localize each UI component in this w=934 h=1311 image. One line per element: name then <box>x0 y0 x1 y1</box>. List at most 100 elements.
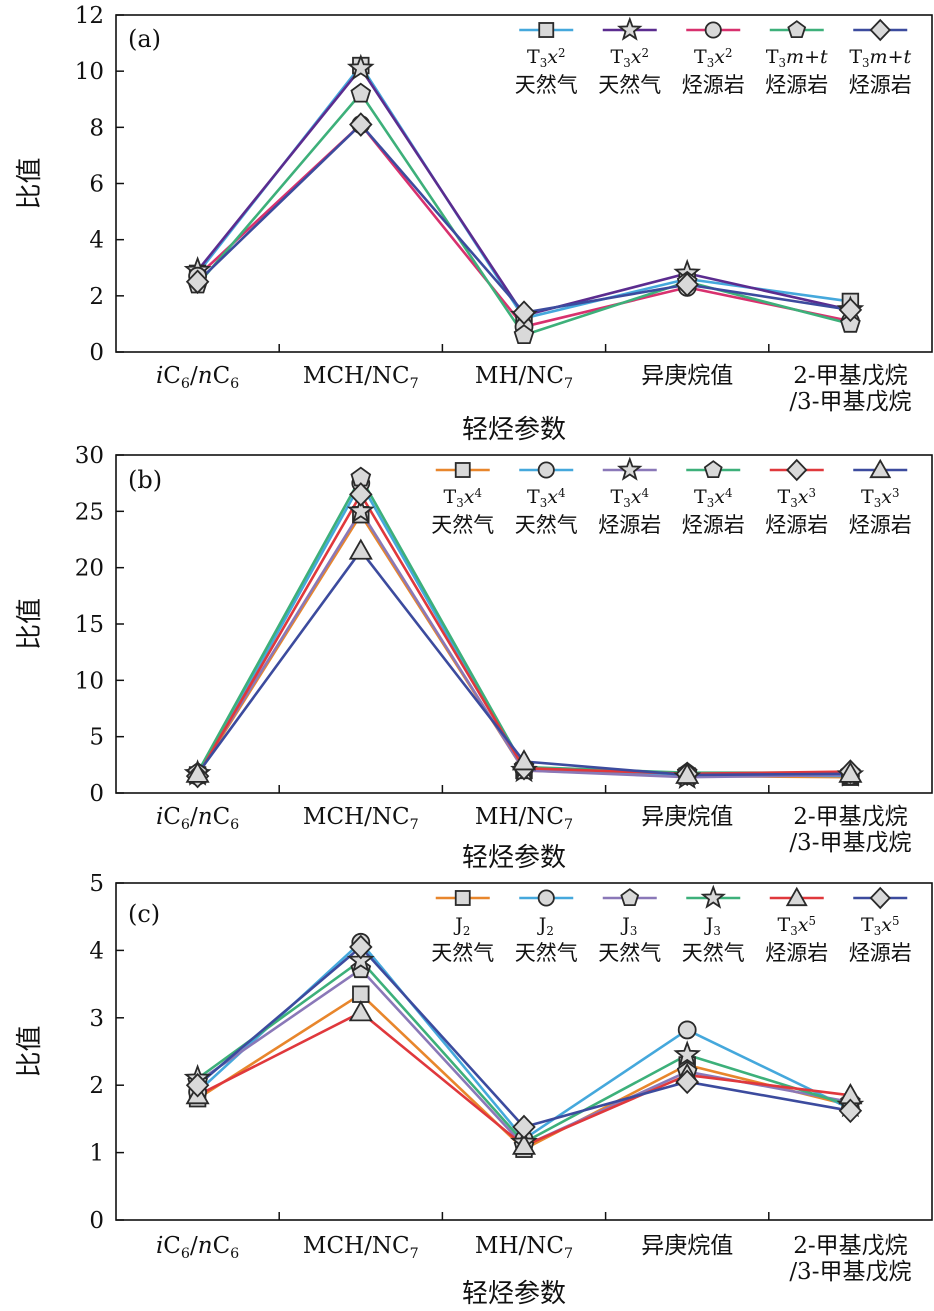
legend-label-top-part: T <box>778 486 791 508</box>
legend-marker <box>620 888 640 906</box>
data-point-s4-2 <box>346 945 375 973</box>
y-tick-label: 4 <box>89 228 104 254</box>
x-tick-label: MH/NC7 <box>475 1233 573 1262</box>
legend-label-top-part: x <box>798 486 809 508</box>
data-point-s6-2 <box>348 538 373 560</box>
x-tick-label: 2-甲基戊烷 <box>793 804 907 830</box>
series-line-6 <box>196 549 851 777</box>
legend-marker <box>786 458 808 482</box>
legend-label-top: T3x5 <box>861 914 899 939</box>
x-tick-label: MH/NC7 <box>475 804 573 833</box>
legend-label-top-part: 3 <box>540 56 548 70</box>
data-point-s5-4 <box>675 272 699 297</box>
legend-label-top-part: x <box>798 914 809 936</box>
x-tick-label: iC6/nC6 <box>156 363 239 392</box>
legend-label-top-part: 3 <box>790 496 798 510</box>
x-tick-label-part: /3-甲基戊烷 <box>789 389 911 415</box>
data-point-s1-2 <box>352 985 370 1003</box>
x-axis-label: 轻烃参数 <box>462 843 566 873</box>
legend-label-top-part: 3 <box>456 496 464 510</box>
legend-label-bottom: 烃源岩 <box>765 73 828 97</box>
x-tick-label: /3-甲基戊烷 <box>789 830 911 856</box>
legend-item-4: T3m+t 烃源岩 <box>765 20 828 97</box>
legend-marker <box>704 21 722 39</box>
legend-label-top-part: 3 <box>707 56 715 70</box>
legend-label-top-part: T <box>778 914 791 936</box>
y-tick-label: 20 <box>75 556 104 582</box>
x-tick-label-part: C <box>163 804 181 830</box>
legend-label-top-part: 2 <box>558 46 566 60</box>
x-tick-label-part: 异庚烷值 <box>641 1233 733 1259</box>
legend-marker <box>869 18 891 42</box>
legend-label-top-part: 4 <box>641 486 649 500</box>
legend-label-top-part: m+t <box>870 46 912 68</box>
legend-item-1: J2 天然气 <box>431 890 494 965</box>
data-point-s6-1 <box>185 1072 210 1098</box>
y-tick-label: 12 <box>75 3 104 29</box>
legend-label-top-part: 4 <box>558 486 566 500</box>
legend-label-top: J2 <box>453 914 470 938</box>
legend-label-top-part: x <box>714 486 725 508</box>
legend-label-top: J3 <box>620 914 637 938</box>
x-tick-label: 异庚烷值 <box>641 1233 733 1259</box>
legend-label-top-part: J <box>704 914 714 936</box>
series-line-2 <box>196 67 851 317</box>
legend-label-bottom: 烃源岩 <box>598 513 661 537</box>
y-tick-label: 0 <box>89 781 104 807</box>
plot-frame <box>115 454 933 794</box>
legend-label-top-part: T <box>527 46 540 68</box>
legend-label-top: T3m+t <box>849 46 911 70</box>
legend-label-top-part: m+t <box>786 46 828 68</box>
legend-label-top: J3 <box>704 914 721 938</box>
legend-label-top-part: J <box>537 914 547 936</box>
legend-label-top-part: 3 <box>623 496 631 510</box>
legend-item-4: J3 天然气 <box>682 884 745 965</box>
data-point-s5-2 <box>348 1000 373 1022</box>
x-tick-label: MCH/NC7 <box>303 363 419 392</box>
legend-label-bottom: 烃源岩 <box>849 513 912 537</box>
legend-item-5: T3m+t 烃源岩 <box>849 18 912 97</box>
x-tick-label-part: i <box>156 1233 163 1259</box>
x-tick-label-part: MCH/NC <box>303 1233 410 1259</box>
plot-frame <box>115 882 933 1221</box>
legend-label-top-part: x <box>881 914 892 936</box>
x-tick-label: MCH/NC7 <box>303 1233 419 1262</box>
legend-label-top-part: T <box>861 486 874 508</box>
data-point-s5-3 <box>511 1133 537 1155</box>
legend-label-top: T3m+t <box>766 46 828 70</box>
legend-label-bottom: 天然气 <box>598 73 661 97</box>
legend-marker <box>454 890 471 906</box>
legend-label-top-part: 5 <box>808 914 816 928</box>
legend-label-top-part: 3 <box>862 56 870 70</box>
legend-label-top-part: 3 <box>874 924 882 938</box>
legend-label-top-part: x <box>464 486 475 508</box>
legend-label-bottom: 天然气 <box>431 513 494 537</box>
x-tick-label-part: 7 <box>410 1246 419 1262</box>
data-point-s3-2 <box>346 496 375 524</box>
x-tick-label: 异庚烷值 <box>641 363 733 389</box>
y-tick-label: 1 <box>89 1141 104 1167</box>
data-point-s4-4 <box>673 1040 702 1067</box>
legend-label-bottom: 烃源岩 <box>849 73 912 97</box>
x-tick-label-part: MH/NC <box>475 1233 564 1259</box>
x-tick-label-part: 6 <box>181 1246 190 1262</box>
legend-label-top-part: T <box>849 46 862 68</box>
legend-label-bottom: 天然气 <box>515 513 578 537</box>
y-tick-label: 5 <box>89 871 104 897</box>
y-tick-label: 10 <box>75 668 104 694</box>
y-tick-label: 4 <box>89 938 104 964</box>
legend-label-top-part: 3 <box>707 496 715 510</box>
x-tick-label-part: n <box>198 1233 213 1259</box>
data-point-s4-3 <box>513 324 535 345</box>
legend-label-top-part: 3 <box>540 496 548 510</box>
x-tick-label-part: 7 <box>564 817 573 833</box>
legend-label-top-part: T <box>527 486 540 508</box>
data-point-s4-2 <box>350 82 372 103</box>
legend-label-bottom: 天然气 <box>682 941 745 965</box>
